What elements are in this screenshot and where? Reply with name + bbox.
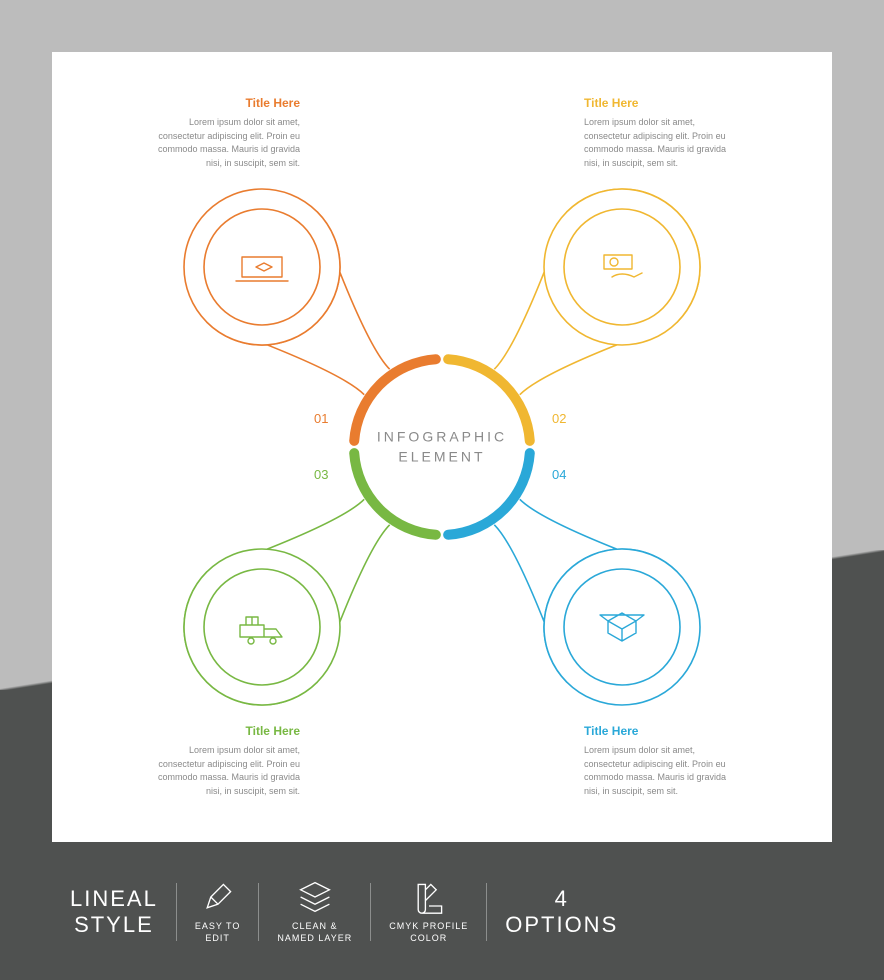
footer-item-label: EASY TOEDIT — [195, 921, 241, 944]
node-body: Lorem ipsum dolor sit amet, consectetur … — [140, 116, 300, 170]
footer-right-line2: OPTIONS — [505, 912, 618, 938]
node-text-02: Title Here Lorem ipsum dolor sit amet, c… — [584, 96, 744, 170]
footer-left-line1: LINEAL — [70, 886, 158, 912]
footer-bar: LINEAL STYLE EASY TOEDIT CLEAN &NAMED LA… — [52, 862, 832, 962]
footer-item-layers: CLEAN &NAMED LAYER — [259, 879, 370, 944]
node-text-04: Title Here Lorem ipsum dolor sit amet, c… — [584, 724, 744, 798]
node-body: Lorem ipsum dolor sit amet, consectetur … — [584, 744, 744, 798]
center-title-line1: INFOGRAPHIC — [377, 427, 507, 447]
footer-left-line2: STYLE — [74, 912, 154, 938]
node-title: Title Here — [584, 724, 744, 738]
node-number-02: 02 — [552, 411, 566, 426]
footer-item-edit: EASY TOEDIT — [177, 879, 259, 944]
node-title: Title Here — [584, 96, 744, 110]
node-text-01: Title Here Lorem ipsum dolor sit amet, c… — [140, 96, 300, 170]
infographic-card: INFOGRAPHIC ELEMENT Title Here Lorem ips… — [52, 52, 832, 842]
node-number-01: 01 — [314, 411, 328, 426]
swatch-icon — [411, 879, 447, 915]
node-title: Title Here — [140, 724, 300, 738]
footer-item-label: CLEAN &NAMED LAYER — [277, 921, 352, 944]
node-body: Lorem ipsum dolor sit amet, consectetur … — [140, 744, 300, 798]
node-text-03: Title Here Lorem ipsum dolor sit amet, c… — [140, 724, 300, 798]
center-title: INFOGRAPHIC ELEMENT — [377, 427, 507, 466]
footer-item-color: CMYK PROFILECOLOR — [371, 879, 486, 944]
node-body: Lorem ipsum dolor sit amet, consectetur … — [584, 116, 744, 170]
footer-item-label: CMYK PROFILECOLOR — [389, 921, 468, 944]
node-number-03: 03 — [314, 467, 328, 482]
center-title-line2: ELEMENT — [377, 447, 507, 467]
layers-icon — [297, 879, 333, 915]
footer-right-line1: 4 — [555, 886, 569, 912]
footer-left: LINEAL STYLE — [52, 886, 176, 939]
brush-icon — [200, 879, 236, 915]
footer-right: 4 OPTIONS — [487, 886, 636, 939]
node-title: Title Here — [140, 96, 300, 110]
node-number-04: 04 — [552, 467, 566, 482]
